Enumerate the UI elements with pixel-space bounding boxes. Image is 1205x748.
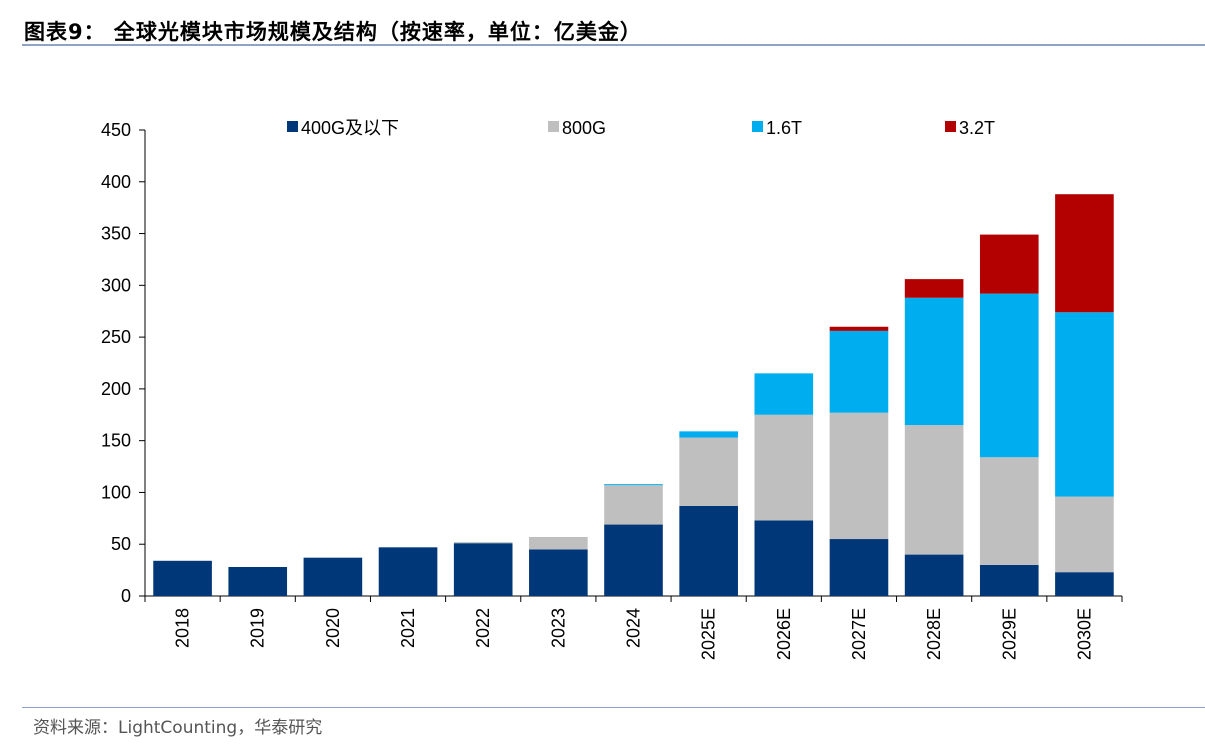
x-tick-label: 2022 (473, 608, 493, 648)
x-tick-label: 2021 (398, 608, 418, 648)
legend-label: 3.2T (959, 118, 995, 138)
bar-segment-800G-2025E (679, 437, 738, 506)
bar-segment-3.2T-2030E (1055, 194, 1114, 313)
x-tick-label: 2020 (323, 608, 343, 648)
bar-segment-800G-2030E (1055, 496, 1114, 573)
legend-swatch (287, 121, 298, 132)
x-tick-label: 2026E (774, 608, 794, 660)
bar-segment-1.6T-2029E (979, 293, 1039, 458)
bar-segment-400G及以下-2025E (679, 505, 738, 596)
bar-segment-800G-2024 (604, 485, 663, 525)
legend-swatch (548, 121, 559, 132)
bar-segment-1.6T-2024 (604, 484, 663, 486)
y-tick-label: 450 (101, 120, 131, 140)
bar-segment-1.6T-2028E (904, 297, 964, 426)
bar-segment-400G及以下-2019 (228, 567, 288, 596)
bar-segment-3.2T-2027E (829, 326, 889, 331)
y-tick-label: 150 (101, 431, 131, 451)
legend-label: 800G (562, 118, 606, 138)
footer-divider (22, 707, 1205, 708)
y-tick-label: 350 (101, 224, 131, 244)
bar-segment-400G及以下-2020 (303, 557, 363, 596)
chart-title: 图表9： 全球光模块市场规模及结构（按速率，单位：亿美金） (24, 20, 642, 44)
title-divider (22, 44, 1205, 46)
source-note: 资料来源：LightCounting，华泰研究 (33, 718, 323, 738)
y-tick-label: 300 (101, 275, 131, 295)
bar-segment-1.6T-2030E (1055, 312, 1114, 497)
bar-segment-400G及以下-2022 (453, 543, 513, 596)
bar-segment-400G及以下-2023 (529, 549, 588, 596)
bar-segment-800G-2029E (979, 457, 1039, 565)
x-tick-label: 2019 (248, 608, 268, 648)
x-tick-label: 2018 (173, 608, 193, 648)
bar-segment-800G-2022 (453, 542, 513, 544)
y-tick-label: 0 (121, 586, 131, 606)
bar-segment-400G及以下-2026E (754, 520, 814, 596)
bar-segment-400G及以下-2027E (829, 539, 889, 596)
bar-segment-800G-2026E (754, 414, 814, 521)
bar-segment-3.2T-2028E (904, 279, 964, 298)
y-tick-label: 250 (101, 327, 131, 347)
bar-segment-3.2T-2029E (979, 234, 1039, 294)
bar-segment-800G-2027E (829, 412, 889, 540)
bar-segment-400G及以下-2030E (1055, 572, 1114, 596)
x-tick-label: 2027E (849, 608, 869, 660)
x-tick-label: 2028E (924, 608, 944, 660)
x-tick-label: 2023 (548, 608, 568, 648)
x-tick-label: 2025E (699, 608, 719, 660)
bar-segment-400G及以下-2029E (979, 564, 1039, 596)
bar-segment-400G及以下-2028E (904, 554, 964, 596)
bar-segment-800G-2028E (904, 425, 964, 555)
bar-segment-1.6T-2026E (754, 373, 814, 415)
bar-segment-400G及以下-2018 (153, 560, 212, 596)
legend-swatch (945, 121, 956, 132)
legend-label: 1.6T (766, 118, 802, 138)
x-tick-label: 2030E (1074, 608, 1094, 660)
x-tick-label: 2029E (999, 608, 1019, 660)
bar-segment-400G及以下-2021 (378, 547, 438, 596)
bar-segment-1.6T-2025E (679, 431, 738, 438)
y-tick-label: 50 (111, 534, 131, 554)
bar-segment-400G及以下-2024 (604, 524, 663, 596)
y-tick-label: 100 (101, 482, 131, 502)
y-tick-label: 200 (101, 379, 131, 399)
y-tick-label: 400 (101, 172, 131, 192)
bar-segment-1.6T-2027E (829, 330, 889, 413)
legend-label: 400G及以下 (301, 118, 399, 138)
legend-swatch (752, 121, 763, 132)
x-tick-label: 2024 (624, 608, 644, 648)
bar-segment-800G-2023 (529, 536, 588, 550)
